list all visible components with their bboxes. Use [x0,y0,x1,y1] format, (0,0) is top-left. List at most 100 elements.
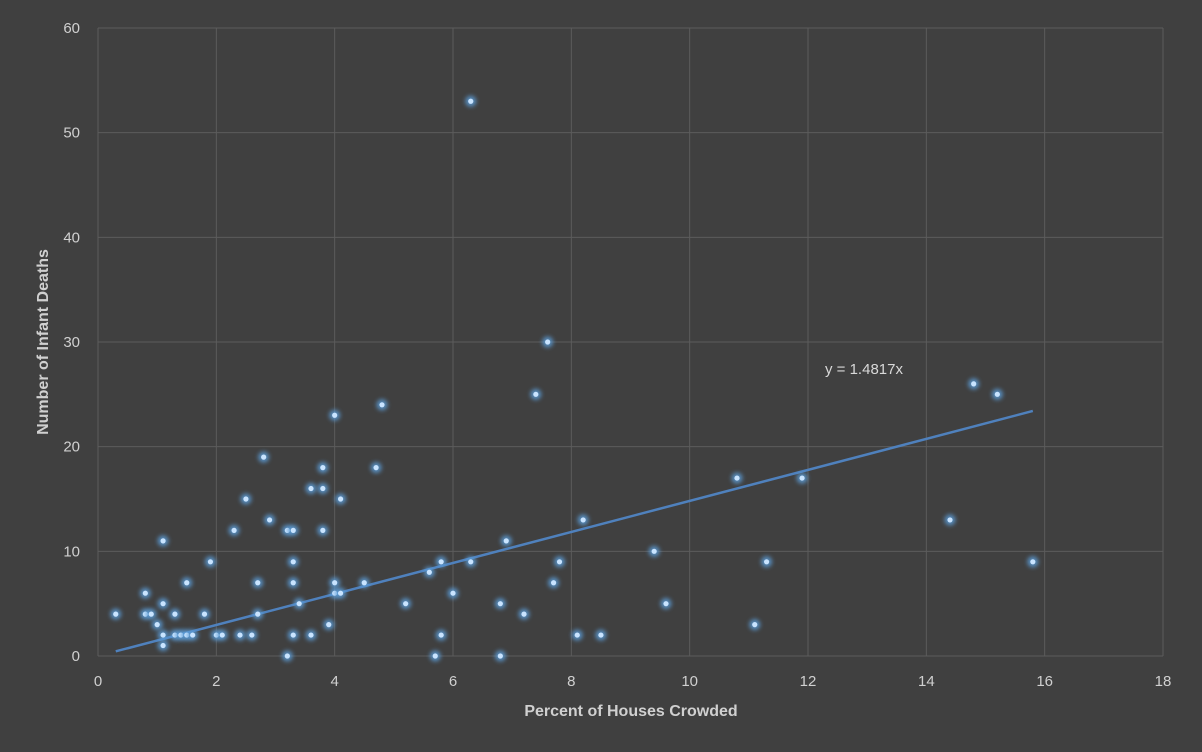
data-point [500,535,512,547]
data-point-dot [971,381,977,387]
y-tick-label: 0 [72,648,80,665]
data-point [181,577,193,589]
data-point-dot [497,601,503,607]
data-point-dot [160,538,166,544]
data-point-dot [249,632,255,638]
x-tick-label: 10 [681,673,698,690]
x-tick-label: 18 [1155,673,1172,690]
data-point [157,629,169,641]
data-point [1027,556,1039,568]
data-point-dot [468,559,474,565]
data-point-dot [184,580,190,586]
y-tick-label: 40 [63,229,80,246]
data-point [435,629,447,641]
data-point-dot [533,391,539,397]
data-point [287,524,299,536]
data-point-dot [799,475,805,481]
data-point-dot [243,496,249,502]
data-point-dot [373,465,379,471]
data-point-dot [290,527,296,534]
trendline-group [115,409,1034,653]
data-point-dot [308,485,314,492]
data-point-dot [320,527,326,534]
x-tick-label: 14 [918,673,935,690]
data-point [169,608,181,620]
data-point-dot [296,601,302,607]
data-point-dot [651,548,657,554]
data-point-dot [580,517,586,523]
data-point [264,514,276,526]
data-point [554,556,565,568]
data-point-dot [438,559,444,565]
data-point-dot [237,632,243,638]
data-point-dot [550,580,557,586]
data-point [944,514,956,526]
data-point [358,577,370,589]
data-point-dot [231,527,237,534]
data-point-dot [326,622,332,628]
data-point-dot [337,496,344,502]
data-point [749,619,761,631]
data-point-dot [361,580,367,586]
data-point-dot [438,632,444,638]
data-point [530,388,542,400]
data-point [204,556,216,568]
data-point-dot [148,611,154,617]
data-point-dot [432,653,438,659]
data-point-dot [403,601,409,607]
data-point-dot [521,611,527,617]
data-point [151,619,163,631]
data-point [548,577,560,589]
data-point-dot [142,590,148,596]
data-point-dot [261,454,267,460]
data-point [494,650,506,662]
y-tick-label: 10 [63,543,80,560]
data-point [157,535,169,547]
data-point [376,399,388,411]
data-point-dot [190,632,196,638]
data-points [110,95,1039,662]
x-tick-label: 4 [330,673,338,690]
data-point [139,587,151,599]
data-point [465,556,477,568]
data-point [216,629,228,641]
data-point-dot [556,559,563,565]
data-point-dot [160,642,166,649]
data-point-dot [290,580,296,586]
data-point-dot [290,559,296,565]
trendline [115,409,1034,653]
data-point [240,493,252,505]
data-point [465,95,477,107]
data-point-dot [426,569,432,575]
data-point [370,462,382,474]
data-point [571,629,583,641]
data-point-dot [284,653,290,659]
data-point-dot [255,611,261,617]
x-tick-label: 6 [449,673,457,690]
x-tick-label: 16 [1036,673,1053,690]
data-point [991,388,1003,400]
data-point-dot [763,559,770,565]
data-point-dot [574,632,580,638]
data-point-dot [337,590,344,596]
data-point [287,629,299,641]
data-point-dot [503,538,509,544]
data-point-dot [545,339,551,345]
data-point-dot [450,590,456,596]
data-point-dot [160,632,166,638]
data-point-dot [172,611,178,617]
y-tick-label: 60 [63,20,80,37]
trendline-equation: y = 1.4817x [825,361,903,378]
data-point [329,577,341,589]
data-point [293,598,305,610]
data-point-dot [468,98,474,104]
gridlines [97,27,1164,657]
data-point [595,629,607,641]
data-point [157,598,169,610]
data-point-dot [379,402,385,408]
data-point [335,587,347,599]
data-point [228,524,240,536]
data-point-dot [207,559,214,565]
